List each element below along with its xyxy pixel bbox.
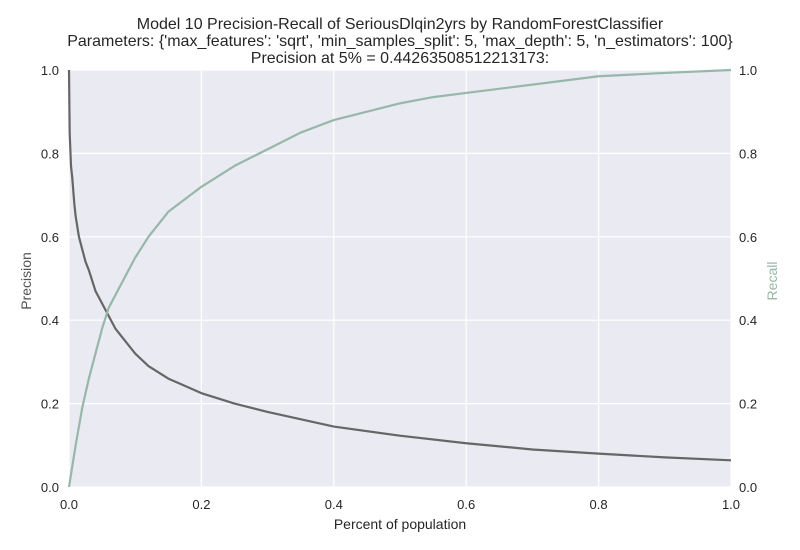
y-tick-label-left: 0.4 xyxy=(41,313,59,328)
x-tick-label: 0.0 xyxy=(60,497,78,512)
x-tick-label: 0.8 xyxy=(590,497,608,512)
y-tick-label-right: 0.8 xyxy=(739,146,757,161)
y-tick-label-right: 0.6 xyxy=(739,230,757,245)
x-tick-label: 0.4 xyxy=(325,497,343,512)
tick-labels: 0.0 0.2 0.4 0.6 0.8 1.0 0.0 0.2 0.4 0.6 0.8 1.0 0.0 0… xyxy=(41,63,757,512)
y-tick-label-right: 0.0 xyxy=(739,480,757,495)
series-layer xyxy=(67,68,732,488)
grid-lines xyxy=(68,69,732,488)
y-axis-label-right: Recall xyxy=(764,262,780,301)
y-tick-label-right: 0.4 xyxy=(739,313,757,328)
y-tick-label-left: 0.8 xyxy=(41,146,59,161)
x-axis-label: Percent of population xyxy=(334,516,466,532)
x-tick-label: 0.6 xyxy=(457,497,475,512)
recall-line xyxy=(67,68,732,488)
x-tick-label: 1.0 xyxy=(722,497,740,512)
y-tick-label-left: 1.0 xyxy=(41,63,59,78)
y-tick-label-right: 0.2 xyxy=(739,397,757,412)
precision-line xyxy=(67,69,732,462)
y-tick-label-left: 0.0 xyxy=(41,480,59,495)
chart-annotation: Precision at 5% = 0.44263508512213173: xyxy=(251,50,549,67)
chart-title: Model 10 Precision-Recall of SeriousDlqi… xyxy=(137,16,664,33)
x-tick-label: 0.2 xyxy=(192,497,210,512)
y-axis-label-left: Precision xyxy=(18,252,34,310)
chart-subtitle: Parameters: {'max_features': 'sqrt', 'mi… xyxy=(67,33,733,50)
plot-area xyxy=(69,70,731,487)
y-tick-label-left: 0.2 xyxy=(41,397,59,412)
y-tick-label-left: 0.6 xyxy=(41,230,59,245)
y-tick-label-right: 1.0 xyxy=(739,63,757,78)
